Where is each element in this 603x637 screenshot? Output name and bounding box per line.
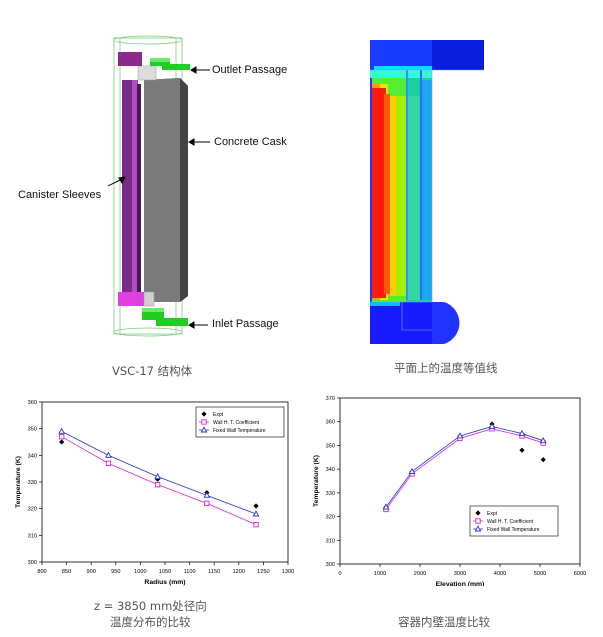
inlet-passage-label: Inlet Passage bbox=[212, 318, 279, 330]
x-tick-label: 1200 bbox=[233, 569, 245, 575]
x-tick-label: 5000 bbox=[534, 571, 546, 577]
legend-marker bbox=[201, 411, 207, 417]
legend: Expt Wall H. T. Coefficient Fixed Wall Tem… bbox=[469, 505, 559, 537]
x-axis-label: Radius (mm) bbox=[144, 579, 185, 586]
x-tick-label: 1000 bbox=[134, 569, 146, 575]
x-tick-label: 800 bbox=[37, 569, 46, 575]
wall-chart-caption: 容器内壁温度比较 bbox=[398, 615, 490, 629]
y-tick-label: 360 bbox=[326, 420, 335, 426]
data-point bbox=[253, 522, 259, 528]
legend-label: Expt bbox=[213, 412, 224, 418]
cask-structure-illustration bbox=[95, 35, 210, 337]
data-point bbox=[488, 422, 496, 429]
data-point bbox=[59, 434, 65, 440]
cask-caption: VSC-17 结构体 bbox=[112, 364, 193, 378]
data-point bbox=[252, 510, 260, 517]
y-tick-label: 310 bbox=[326, 538, 335, 544]
series-fixed-wall-temperature bbox=[382, 422, 547, 510]
y-tick-label: 340 bbox=[326, 467, 335, 473]
data-point bbox=[382, 503, 390, 510]
y-tick-label: 320 bbox=[28, 507, 37, 513]
temperature-contour-panel bbox=[370, 40, 490, 346]
y-tick-label: 350 bbox=[28, 427, 37, 433]
x-tick-label: 3000 bbox=[454, 571, 466, 577]
x-tick-label: 6000 bbox=[574, 571, 586, 577]
data-point bbox=[154, 482, 161, 488]
legend-marker bbox=[200, 426, 208, 433]
x-tick-label: 950 bbox=[111, 569, 120, 575]
data-point bbox=[408, 467, 416, 474]
legend: Expt Wall H. T. Coefficient Fixed Wall Tem… bbox=[195, 406, 285, 438]
data-point bbox=[154, 472, 161, 480]
y-tick-label: 350 bbox=[326, 443, 335, 449]
y-tick-label: 370 bbox=[326, 396, 335, 402]
series-line bbox=[385, 428, 544, 510]
legend-box bbox=[195, 406, 285, 438]
data-point bbox=[105, 451, 112, 458]
data-point bbox=[518, 429, 526, 437]
legend-label: Wall H. T. Coefficient bbox=[213, 420, 260, 426]
y-tick-label: 360 bbox=[28, 400, 37, 406]
x-tick-label: 4000 bbox=[494, 571, 506, 577]
x-tick-label: 1100 bbox=[184, 569, 196, 575]
legend-marker bbox=[201, 419, 207, 425]
y-axis-label: Temperature (K) bbox=[313, 455, 320, 507]
canister-sleeves-label: Canister Sleeves bbox=[18, 189, 102, 201]
series-wall-h-t-coefficient bbox=[59, 434, 259, 528]
contour-caption: 平面上的温度等值线 bbox=[394, 361, 498, 375]
data-point bbox=[203, 491, 211, 498]
radial-chart-svg: 800 850 900 950 1000 1050 1100 1150 1200 1250 1300… bbox=[15, 400, 294, 586]
data-point bbox=[58, 427, 66, 434]
data-point bbox=[105, 460, 112, 466]
y-axis-label: Temperature (K) bbox=[15, 456, 22, 508]
y-tick-label: 300 bbox=[326, 562, 335, 568]
radial-chart-caption-line1: z = 3850 mm处径向 bbox=[94, 599, 207, 613]
x-tick-label: 1150 bbox=[208, 569, 220, 575]
x-tick-label: 2000 bbox=[414, 571, 426, 577]
inlet-passage-shape bbox=[142, 308, 188, 326]
y-tick-label: 320 bbox=[326, 515, 335, 521]
y-tick-label: 310 bbox=[28, 533, 37, 539]
legend-label: Expt bbox=[487, 511, 498, 517]
x-tick-label: 1250 bbox=[257, 569, 269, 575]
wall-chart-svg: 0 1000 2000 3000 4000 5000 6000 300 310 320 330 340… bbox=[313, 396, 586, 588]
series-fixed-wall-temperature bbox=[58, 427, 260, 517]
x-tick-label: 850 bbox=[62, 569, 71, 575]
x-tick-label: 1050 bbox=[159, 569, 171, 575]
legend-label: Wall H. T. Coefficient bbox=[487, 519, 534, 525]
y-tick-label: 300 bbox=[28, 560, 37, 566]
legend-marker bbox=[475, 518, 481, 524]
data-point bbox=[204, 500, 210, 506]
x-tick-label: 900 bbox=[87, 569, 96, 575]
x-axis-label: Elevation (mm) bbox=[436, 581, 485, 586]
legend-box bbox=[469, 505, 559, 537]
plot-frame bbox=[339, 397, 581, 565]
canister-sleeves bbox=[122, 80, 134, 304]
data-point bbox=[539, 436, 547, 444]
x-tick-label: 1300 bbox=[282, 569, 294, 575]
data-point bbox=[456, 432, 464, 439]
legend-label: Fixed Wall Temperature bbox=[487, 527, 540, 533]
radial-chart-caption-line2: 温度分布的比较 bbox=[110, 615, 191, 629]
series-line bbox=[385, 426, 544, 508]
data-point bbox=[519, 447, 525, 453]
legend-label: Fixed Wall Temperature bbox=[213, 428, 266, 434]
radial-temperature-chart: 800 850 900 950 1000 1050 1100 1150 1200 1250 1300… bbox=[10, 393, 302, 589]
cask-structure-panel bbox=[95, 30, 330, 360]
y-tick-label: 330 bbox=[326, 491, 335, 497]
data-point bbox=[59, 439, 65, 445]
concrete-cask-label: Concrete Cask bbox=[214, 136, 287, 148]
data-point bbox=[253, 503, 259, 509]
outlet-passage-label: Outlet Passage bbox=[212, 64, 288, 76]
x-tick-label: 0 bbox=[338, 571, 341, 577]
y-tick-label: 340 bbox=[28, 453, 37, 459]
y-tick-label: 330 bbox=[28, 480, 37, 486]
temperature-contour-plot bbox=[370, 40, 484, 344]
x-tick-label: 1000 bbox=[374, 571, 386, 577]
legend-marker bbox=[474, 525, 482, 532]
legend-marker bbox=[475, 510, 481, 516]
wall-temperature-chart: 0 1000 2000 3000 4000 5000 6000 300 310 320 330 340… bbox=[304, 390, 600, 588]
